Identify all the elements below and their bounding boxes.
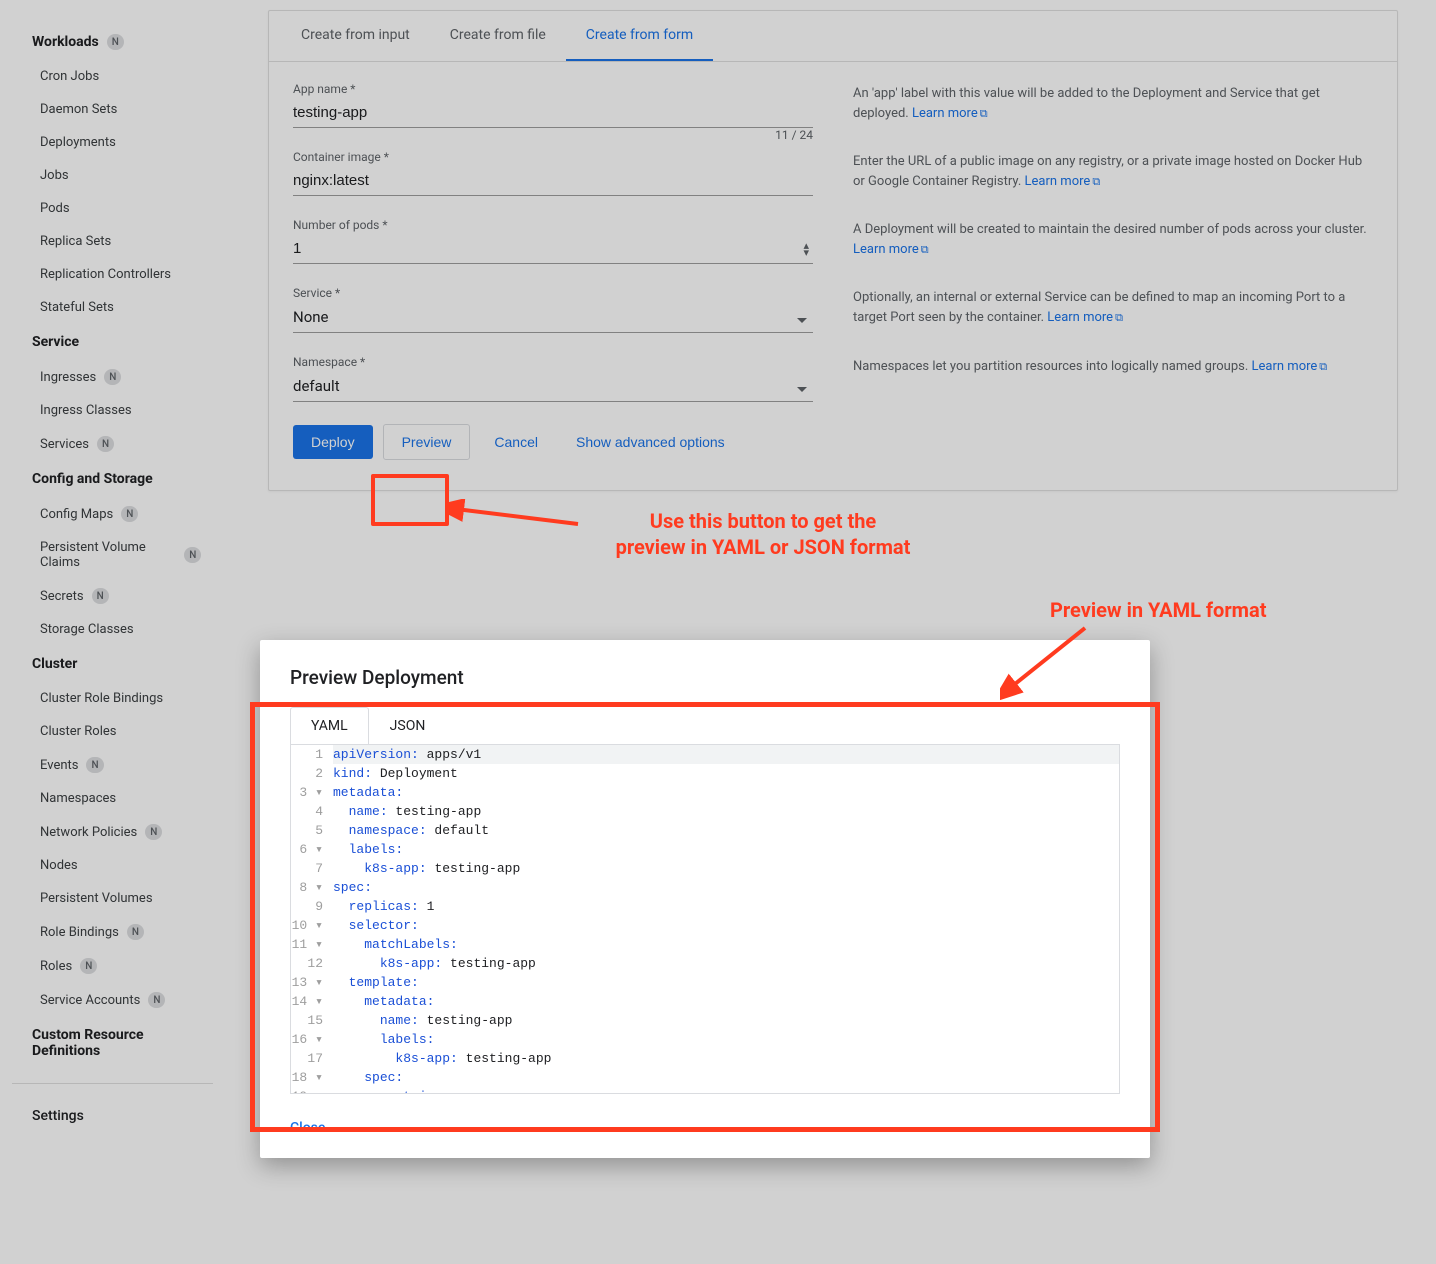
code-line: 2 kind: Deployment [291, 764, 1119, 783]
preview-deployment-modal: Preview Deployment YAML JSON 1 apiVersio… [260, 640, 1150, 1158]
code-line: 17 k8s-app: testing-app [291, 1049, 1119, 1068]
yaml-code-viewer[interactable]: 1 apiVersion: apps/v12 kind: Deployment3… [290, 744, 1120, 1094]
annotation-arrow-icon [1000, 620, 1100, 700]
code-line: 13 ▾ template: [291, 973, 1119, 992]
code-line: 9 replicas: 1 [291, 897, 1119, 916]
tab-yaml[interactable]: YAML [290, 707, 369, 744]
tab-json[interactable]: JSON [369, 707, 447, 744]
code-line: 11 ▾ matchLabels: [291, 935, 1119, 954]
code-line: 12 k8s-app: testing-app [291, 954, 1119, 973]
code-line: 6 ▾ labels: [291, 840, 1119, 859]
code-line: 1 apiVersion: apps/v1 [291, 745, 1119, 764]
code-line: 7 k8s-app: testing-app [291, 859, 1119, 878]
annotation-preview-text: Use this button to get the preview in YA… [578, 508, 948, 560]
code-line: 19 ▾ containers: [291, 1087, 1119, 1094]
code-line: 5 namespace: default [291, 821, 1119, 840]
code-line: 14 ▾ metadata: [291, 992, 1119, 1011]
code-line: 8 ▾spec: [291, 878, 1119, 897]
code-line: 3 ▾metadata: [291, 783, 1119, 802]
code-line: 18 ▾ spec: [291, 1068, 1119, 1087]
code-line: 4 name: testing-app [291, 802, 1119, 821]
code-line: 10 ▾ selector: [291, 916, 1119, 935]
close-button[interactable]: Close [290, 1120, 325, 1136]
code-line: 16 ▾ labels: [291, 1030, 1119, 1049]
annotation-arrow-icon [448, 499, 588, 539]
code-line: 15 name: testing-app [291, 1011, 1119, 1030]
